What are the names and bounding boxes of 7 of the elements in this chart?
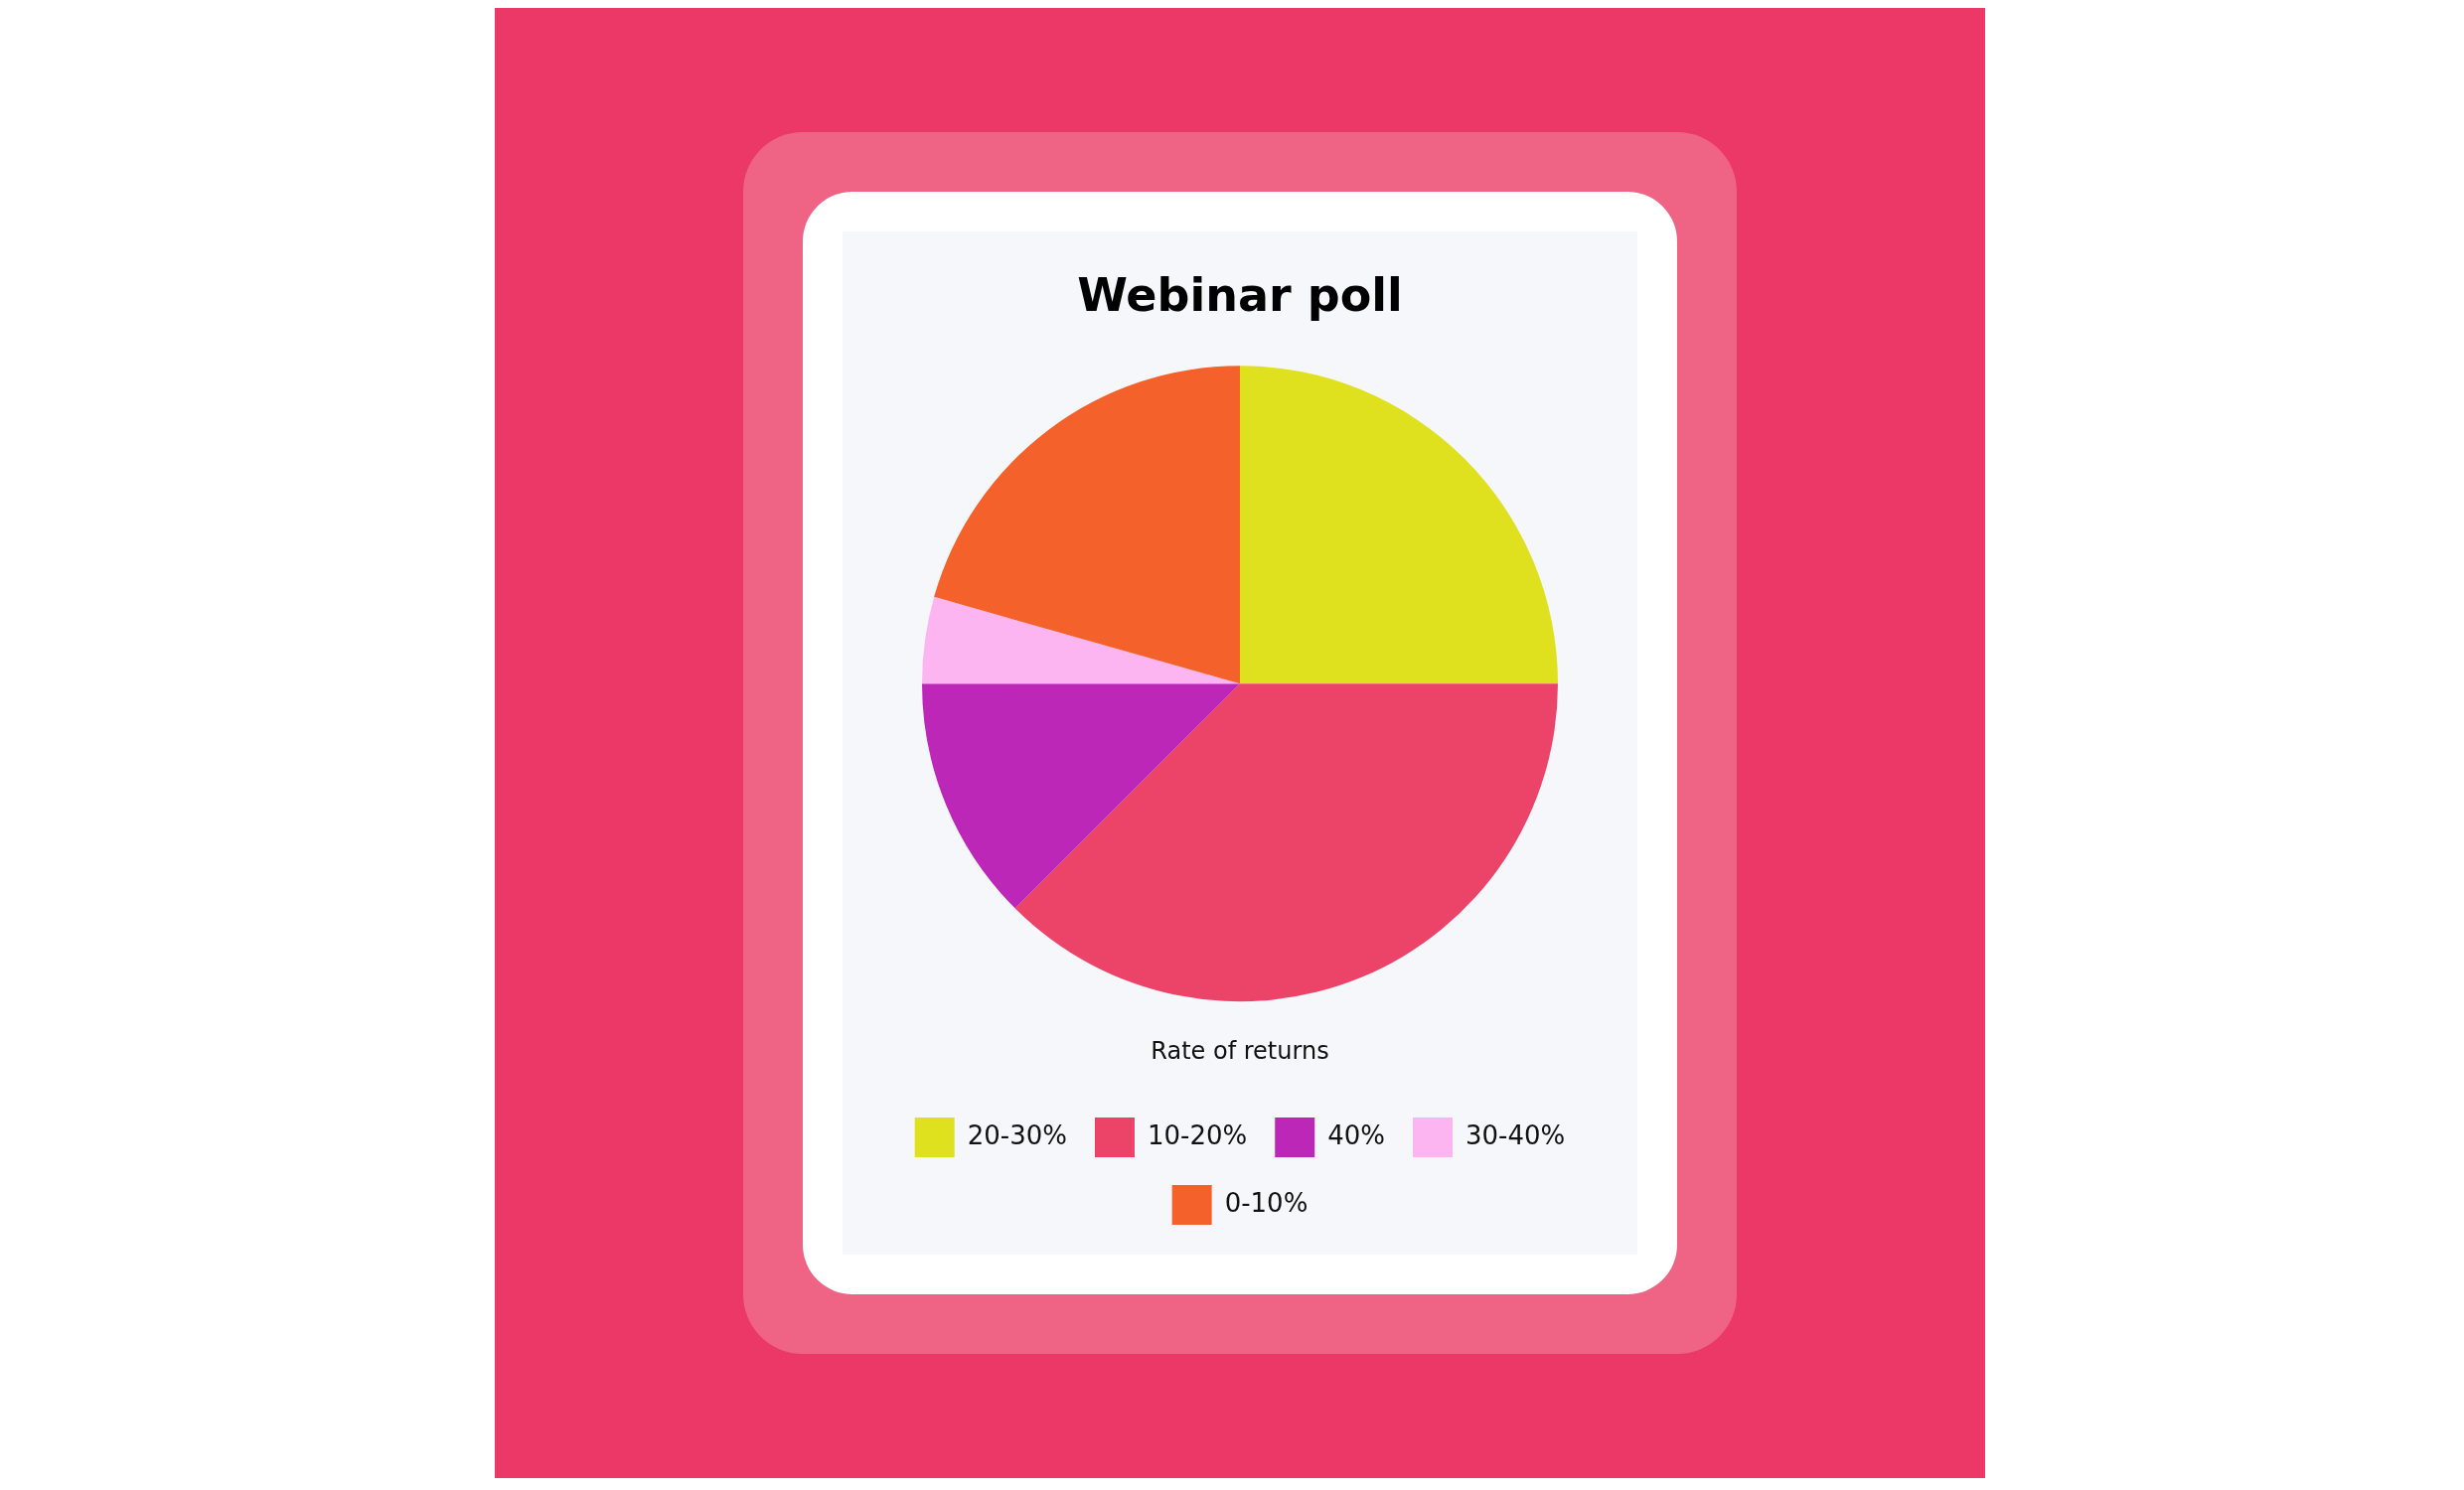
legend-title: Rate of returns: [1151, 1037, 1329, 1066]
legend-label: 0-10%: [1224, 1187, 1309, 1218]
legend-label: 10-20%: [1147, 1119, 1248, 1150]
legend-label: 30-40%: [1465, 1119, 1566, 1150]
legend-label: 40%: [1327, 1119, 1386, 1150]
legend-label: 20-30%: [967, 1119, 1067, 1150]
chart-title: Webinar poll: [1077, 267, 1403, 322]
